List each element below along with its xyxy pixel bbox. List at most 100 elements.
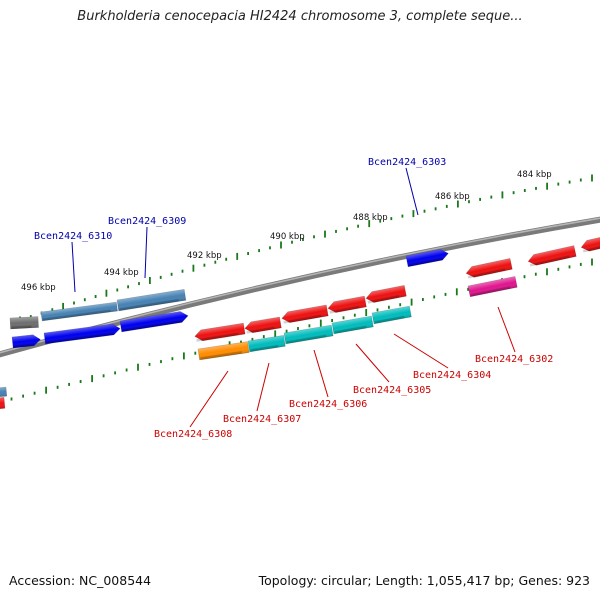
outer-tick-major	[501, 191, 504, 199]
outer-tick-minor	[247, 252, 249, 255]
inner-tick-minor	[433, 295, 436, 299]
inner-tick-major	[455, 288, 458, 296]
inner-tick-minor	[160, 360, 162, 364]
inner-tick-minor	[148, 362, 151, 366]
inner-tick-major	[546, 268, 548, 276]
outer-tick-minor	[94, 295, 97, 298]
outer-tick-minor	[357, 224, 359, 228]
inner-tick-minor	[33, 391, 36, 395]
outer-scale-ticks	[19, 174, 593, 324]
gene-6307	[247, 335, 286, 353]
gene-minus-red-6	[465, 258, 513, 279]
outer-tick-minor	[203, 263, 206, 267]
inner-tick-minor	[251, 337, 254, 341]
gene-6309	[116, 289, 187, 312]
genome-summary-text: Topology: circular; Length: 1,055,417 bp…	[258, 573, 590, 588]
inner-tick-minor	[194, 351, 197, 355]
inner-tick-minor	[388, 305, 390, 309]
inner-tick-major	[591, 258, 593, 266]
gene-6305	[331, 315, 374, 335]
map-title: Burkholderia cenocepacia HI2424 chromoso…	[77, 9, 523, 24]
outer-tick-minor	[434, 207, 437, 211]
outer-tick-minor	[302, 238, 304, 241]
outer-tick-minor	[170, 272, 173, 276]
inner-tick-minor	[79, 380, 82, 383]
inner-tick-major	[137, 363, 139, 371]
inner-tick-minor	[56, 385, 59, 389]
gene-minus-red-7	[527, 245, 577, 267]
outer-tick-minor	[379, 219, 382, 223]
inner-tick-major	[183, 352, 185, 360]
outer-tick-major	[280, 241, 282, 249]
inner-tick-major	[91, 375, 93, 383]
inner-tick-minor	[240, 340, 242, 344]
outer-tick-minor	[390, 217, 393, 221]
gene-labels: Bcen2424_6303 Bcen2424_6309 Bcen2424_631…	[34, 157, 553, 440]
gene-minus-red-5	[365, 285, 407, 304]
outer-tick-minor	[523, 189, 526, 192]
outer-tick-major	[62, 302, 64, 310]
inner-tick-major	[45, 386, 47, 394]
outer-tick-minor	[51, 308, 54, 312]
outer-tick-minor	[127, 285, 129, 289]
outer-tick-minor	[579, 178, 582, 182]
outer-tick-minor	[423, 209, 426, 213]
inner-tick-minor	[262, 335, 265, 339]
gene-label-6306: Bcen2424_6306	[289, 399, 367, 410]
gene-plus-blue-a	[11, 334, 41, 349]
gene-6304	[371, 305, 412, 325]
inner-tick-minor	[376, 308, 379, 312]
gene-plus-blue-b	[43, 323, 121, 345]
scale-label-488: 488 kbp	[353, 213, 388, 223]
outer-tick-minor	[346, 227, 348, 231]
outer-tick-minor	[214, 260, 217, 264]
inner-tick-minor	[22, 394, 24, 398]
outer-tick-minor	[335, 229, 337, 233]
outer-tick-major	[591, 174, 593, 182]
scale-label-486: 486 kbp	[435, 192, 470, 202]
inner-tick-minor	[353, 313, 356, 317]
outer-tick-major	[412, 210, 415, 218]
outer-tick-major	[192, 264, 195, 272]
gene-6310	[40, 301, 118, 322]
gene-6302	[467, 276, 518, 298]
inner-tick-minor	[422, 298, 424, 301]
outer-tick-minor	[512, 191, 515, 195]
gene-plus-grey	[9, 316, 39, 330]
inner-tick-minor	[125, 368, 128, 372]
gene-minus-steel-edge	[0, 386, 8, 398]
gene-label-6308: Bcen2424_6308	[154, 429, 232, 440]
outer-tick-minor	[83, 298, 86, 302]
gene-minus-red-8	[580, 234, 600, 253]
outer-tick-minor	[313, 235, 315, 239]
outer-tick-major	[546, 182, 548, 190]
gene-minus-red-4	[327, 295, 367, 314]
inner-tick-minor	[534, 272, 537, 276]
gene-plus-blue-c	[119, 311, 189, 333]
inner-tick-minor	[171, 357, 174, 361]
outer-tick-major	[324, 230, 326, 238]
inner-tick-major	[365, 309, 368, 316]
gene-label-6309: Bcen2424_6309	[108, 216, 186, 227]
outer-tick-minor	[258, 249, 260, 253]
outer-tick-major	[105, 289, 108, 297]
gene-6303	[405, 249, 449, 268]
gene-minus-red-3	[281, 304, 329, 324]
gene-label-6305: Bcen2424_6305	[353, 385, 431, 396]
gene-minus-red-edge	[0, 396, 6, 410]
outer-tick-major	[368, 220, 371, 228]
outer-tick-minor	[225, 257, 228, 261]
outer-tick-major	[236, 252, 239, 260]
outer-tick-minor	[159, 275, 162, 279]
outer-tick-minor	[401, 214, 404, 218]
outer-tick-minor	[73, 301, 75, 305]
gene-label-6307: Bcen2424_6307	[223, 414, 301, 425]
gene-minus-red-1	[194, 322, 246, 342]
outer-tick-minor	[29, 315, 32, 319]
gene-6306	[283, 324, 334, 345]
gene-6308	[197, 341, 250, 361]
inner-tick-minor	[568, 265, 571, 269]
inner-tick-major	[410, 298, 413, 306]
gene-label-6303: Bcen2424_6303	[368, 157, 446, 168]
